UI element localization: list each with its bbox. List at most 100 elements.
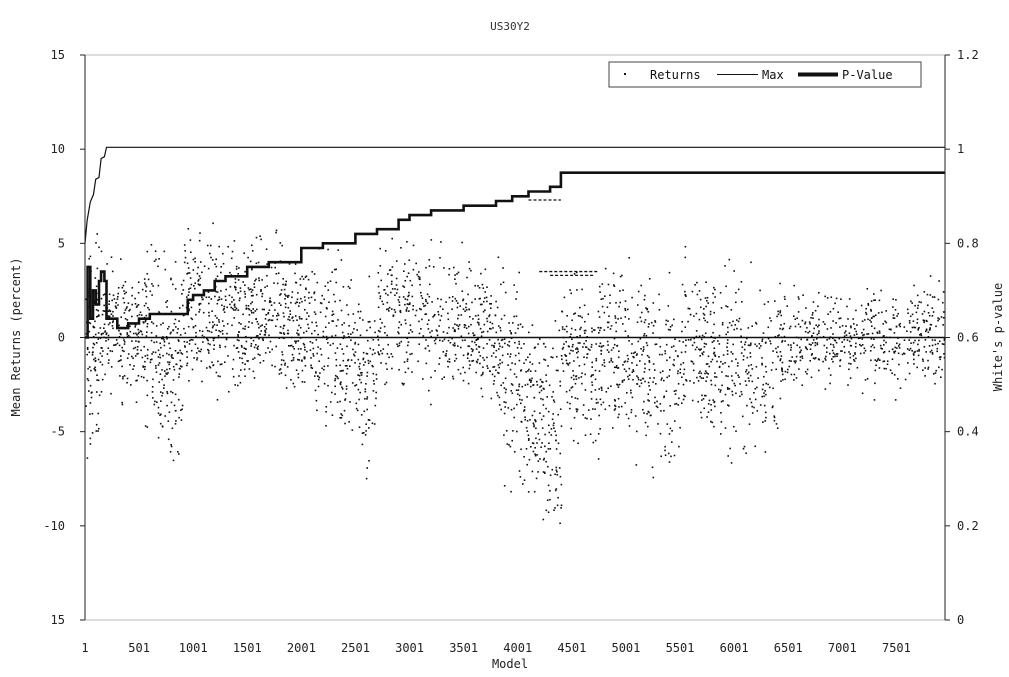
- returns-dot: [933, 373, 935, 375]
- returns-dot: [131, 294, 133, 297]
- returns-dot: [254, 310, 257, 312]
- returns-dot: [504, 377, 507, 380]
- returns-dot: [311, 342, 314, 344]
- returns-dot: [341, 324, 343, 326]
- returns-dot: [770, 342, 772, 345]
- returns-dot: [486, 317, 488, 320]
- returns-dot: [854, 346, 857, 348]
- returns-dot: [677, 404, 680, 406]
- returns-dot: [838, 317, 840, 320]
- returns-dot: [287, 294, 290, 297]
- returns-dot: [439, 339, 441, 342]
- returns-dot: [938, 280, 940, 282]
- returns-dot: [183, 327, 185, 330]
- returns-dot: [553, 401, 556, 403]
- returns-dot: [436, 330, 438, 332]
- returns-dot: [880, 289, 882, 292]
- returns-dot: [451, 308, 453, 310]
- returns-dot: [578, 377, 580, 379]
- returns-dot: [328, 301, 330, 303]
- returns-dot: [804, 323, 806, 325]
- returns-dot: [379, 327, 382, 329]
- returns-dot: [132, 357, 134, 359]
- returns-dot: [707, 355, 710, 358]
- returns-dot: [445, 350, 448, 352]
- returns-dot: [225, 338, 228, 341]
- returns-dot: [139, 330, 142, 332]
- returns-dot: [377, 306, 380, 309]
- returns-dot: [319, 311, 322, 314]
- returns-dot: [531, 324, 534, 326]
- returns-dot: [131, 303, 133, 306]
- returns-dot: [643, 321, 646, 324]
- returns-dot: [241, 357, 243, 360]
- returns-dot: [488, 314, 491, 316]
- returns-dot: [408, 291, 410, 294]
- returns-dot: [781, 367, 783, 369]
- returns-dot: [571, 386, 574, 388]
- returns-dot: [632, 370, 635, 372]
- returns-dot: [481, 303, 483, 306]
- returns-dot: [343, 409, 346, 412]
- returns-dot: [353, 355, 356, 357]
- returns-dot: [383, 289, 385, 291]
- returns-dot: [928, 345, 931, 347]
- returns-dot: [129, 325, 131, 328]
- returns-dot: [175, 420, 177, 422]
- returns-dot: [404, 319, 407, 321]
- returns-dot: [510, 383, 513, 385]
- returns-dot: [654, 321, 657, 323]
- returns-dot: [665, 323, 667, 326]
- returns-dot: [590, 418, 592, 420]
- returns-dot: [798, 298, 800, 300]
- returns-dot: [373, 320, 376, 322]
- returns-dot: [173, 404, 176, 407]
- returns-dot: [527, 491, 530, 493]
- returns-dot: [497, 394, 499, 397]
- returns-dot: [126, 333, 129, 336]
- returns-dot: [489, 303, 491, 305]
- returns-dot: [531, 442, 534, 444]
- returns-dot: [467, 293, 469, 296]
- returns-dot: [533, 410, 536, 413]
- returns-dot: [648, 323, 650, 325]
- returns-dot: [425, 300, 427, 303]
- returns-dot: [327, 248, 329, 251]
- returns-dot: [253, 377, 256, 379]
- returns-dot: [144, 320, 147, 323]
- returns-dot: [939, 358, 941, 361]
- returns-dot: [351, 382, 354, 384]
- returns-dot: [482, 357, 484, 359]
- returns-dot: [627, 308, 629, 311]
- returns-dot: [241, 362, 244, 364]
- returns-dot: [855, 342, 857, 345]
- returns-dot: [298, 324, 300, 327]
- returns-dot: [644, 380, 646, 383]
- returns-dot: [823, 344, 826, 347]
- returns-dot: [90, 396, 93, 399]
- returns-dot: [751, 380, 754, 383]
- returns-dot: [224, 361, 226, 363]
- returns-dot: [718, 334, 721, 337]
- returns-dot: [245, 308, 248, 310]
- returns-dot: [571, 345, 574, 348]
- returns-dot: [806, 373, 808, 375]
- returns-dot: [146, 325, 149, 328]
- returns-dot: [170, 310, 173, 313]
- returns-dot: [365, 423, 367, 425]
- returns-dot: [136, 349, 139, 351]
- returns-dot: [552, 356, 554, 359]
- returns-dot: [147, 278, 150, 281]
- returns-dot: [542, 459, 545, 461]
- returns-dot: [372, 349, 375, 351]
- returns-dot: [539, 386, 541, 388]
- returns-dot: [366, 396, 369, 398]
- legend-box: [608, 61, 922, 88]
- returns-dot: [748, 371, 750, 374]
- returns-dot: [178, 373, 181, 375]
- returns-dot: [925, 351, 927, 353]
- returns-dot: [646, 308, 649, 310]
- returns-dot: [257, 261, 260, 264]
- returns-dot: [677, 370, 679, 372]
- returns-dot: [557, 413, 559, 416]
